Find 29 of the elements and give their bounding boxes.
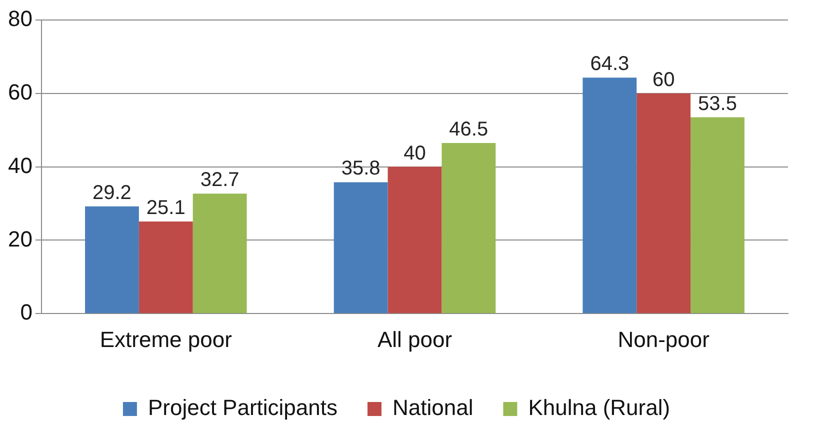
data-label: 64.3: [590, 53, 630, 76]
bar: [636, 93, 691, 314]
legend-label: National: [392, 395, 474, 420]
data-label: 35.8: [341, 158, 380, 180]
bar: [334, 182, 388, 314]
x-tick-label: Extreme poor: [100, 326, 232, 352]
legend-label: Khulna (Rural): [528, 395, 670, 420]
legend-label: Project Participants: [148, 395, 338, 420]
data-label: 46.5: [449, 118, 488, 140]
data-label: 25.1: [146, 197, 186, 219]
bar: [582, 78, 637, 314]
bar: [690, 117, 744, 314]
data-label: 29.2: [92, 182, 132, 204]
bar: [138, 221, 193, 314]
x-tick-label: All poor: [377, 326, 452, 352]
bar: [388, 166, 442, 314]
y-tick-label: 60: [8, 79, 32, 104]
y-tick-label: 0: [20, 300, 32, 325]
x-tick-label: Non-poor: [618, 326, 710, 352]
y-tick-label: 20: [8, 226, 32, 252]
data-label: 53.5: [698, 92, 737, 115]
data-label: 32.7: [200, 169, 240, 192]
data-label: 40: [404, 142, 426, 164]
bar: [192, 194, 247, 314]
y-tick-label: 80: [8, 6, 32, 32]
data-label: 60: [652, 68, 675, 91]
y-tick-label: 40: [8, 152, 32, 178]
bar: [85, 206, 139, 314]
bar: [442, 142, 496, 314]
